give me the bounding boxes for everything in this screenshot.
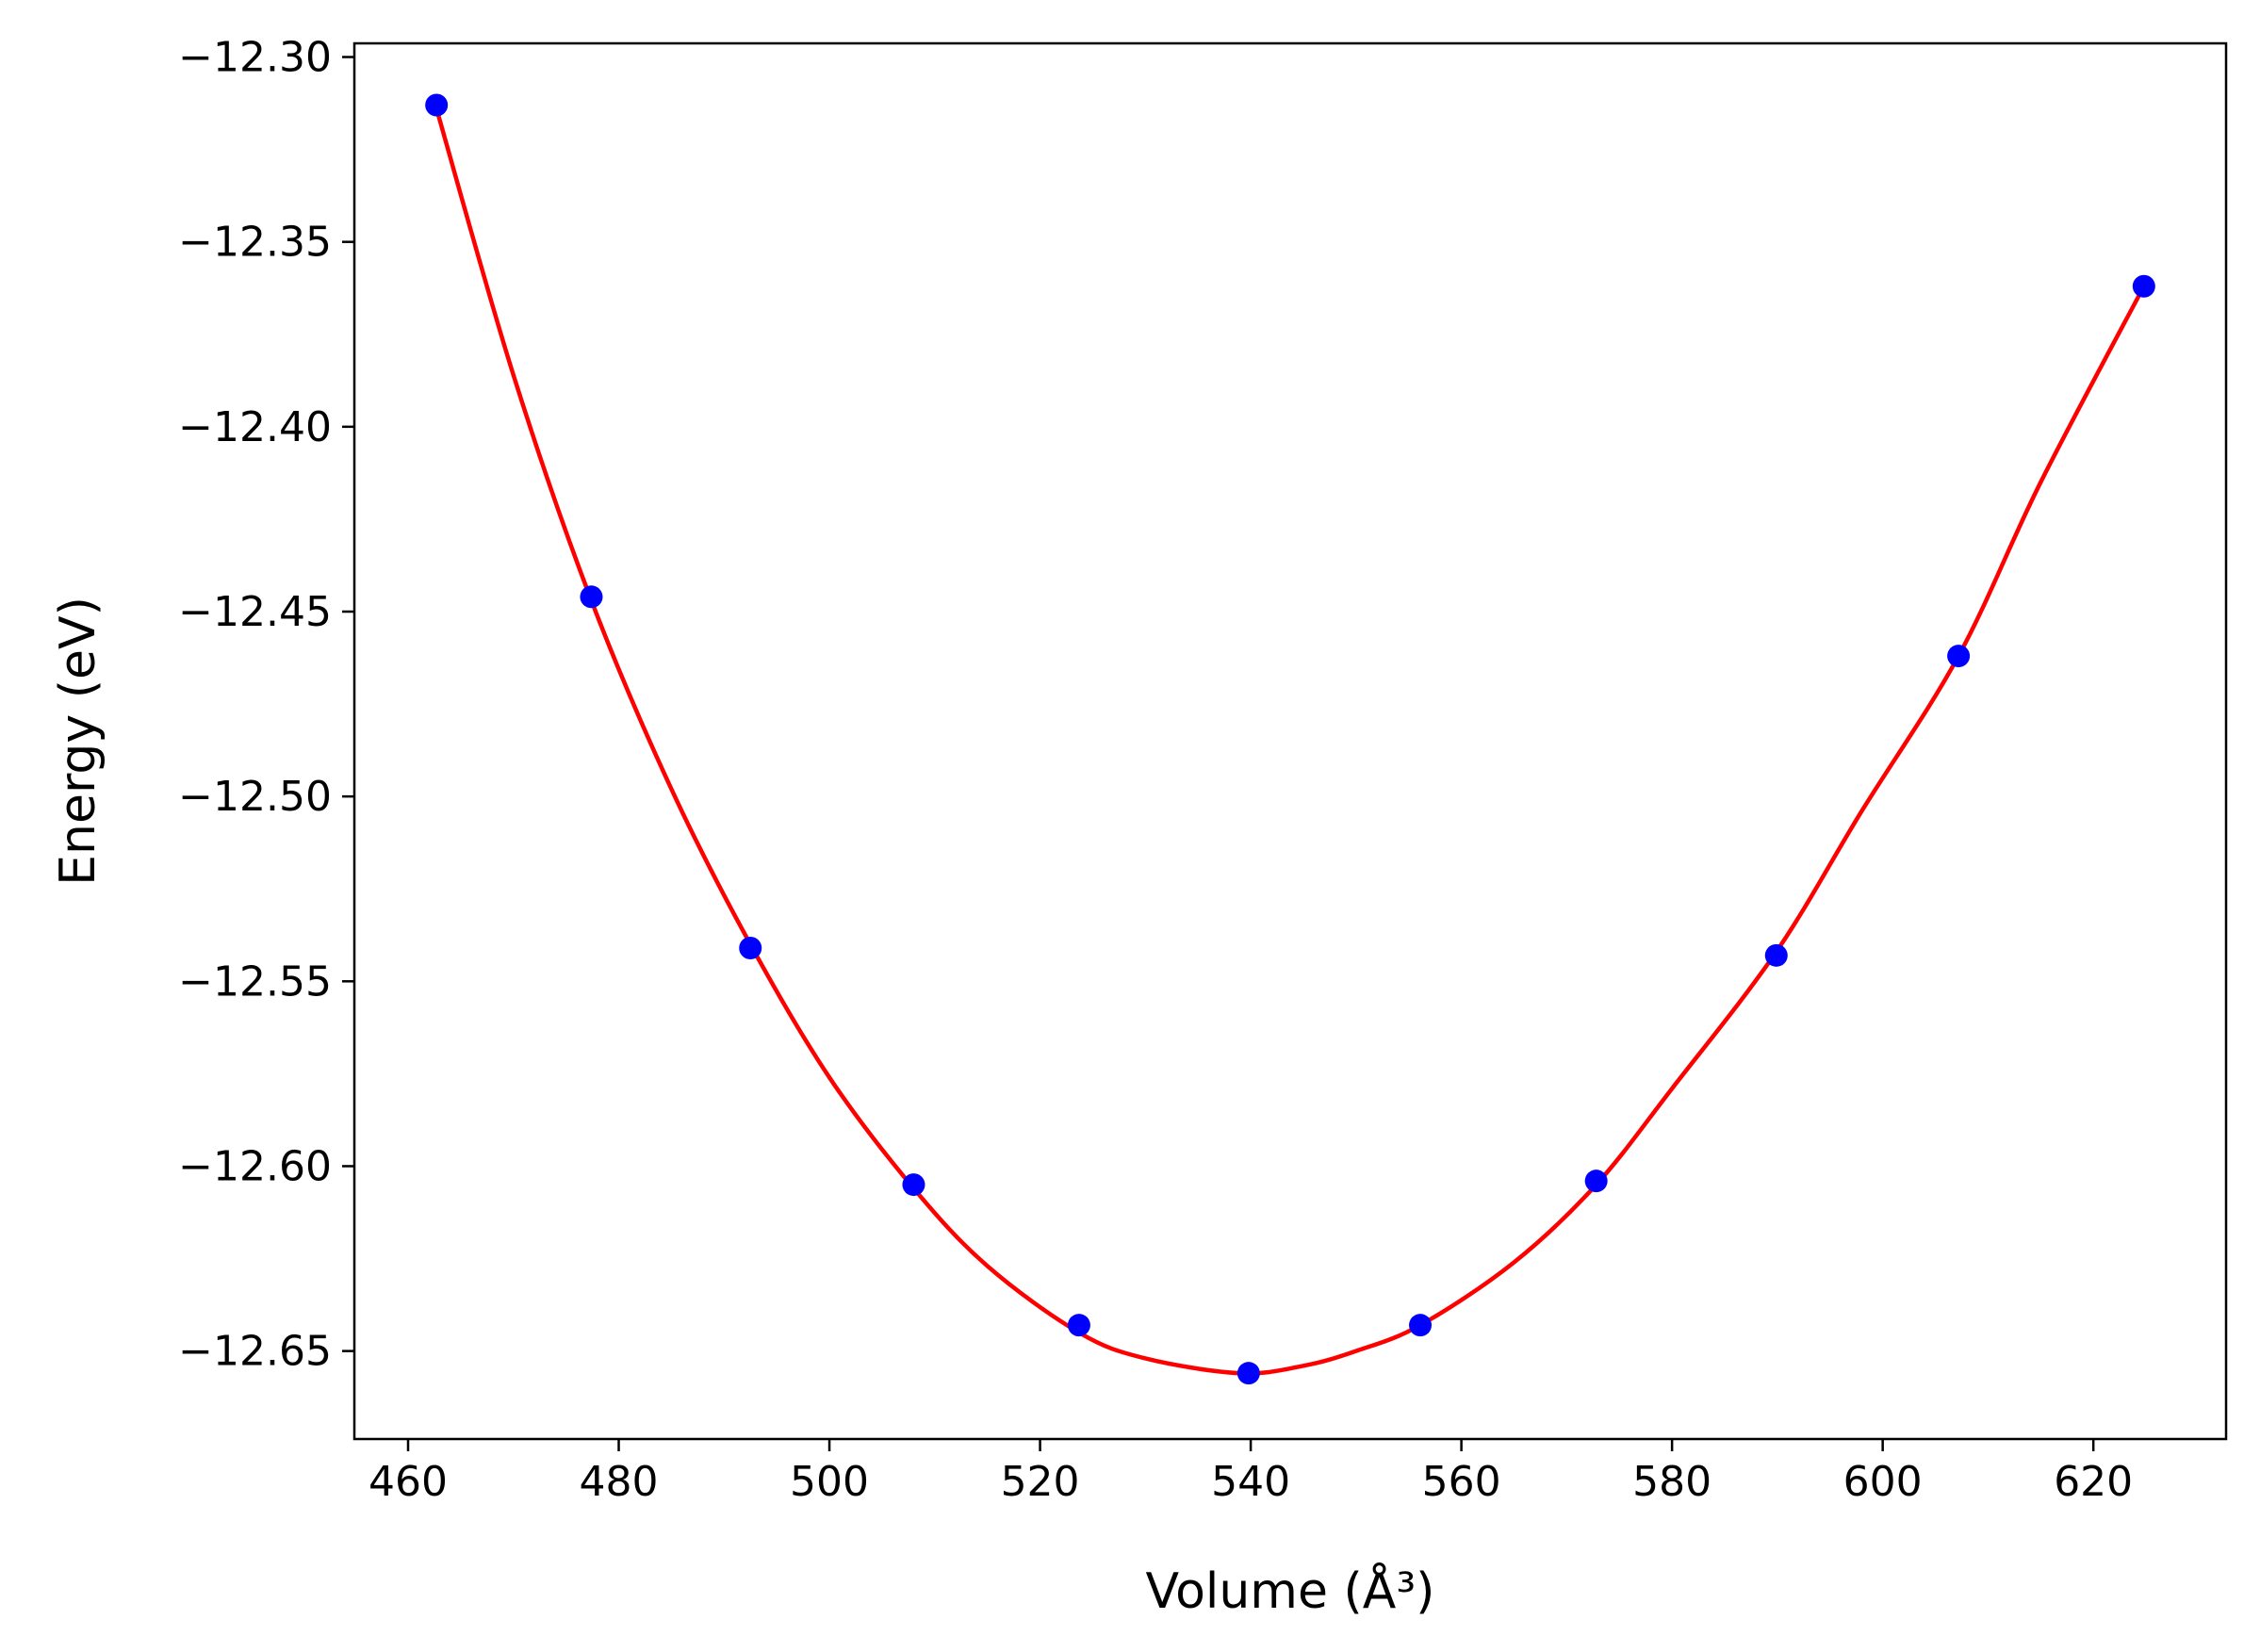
data-point: [1409, 1314, 1433, 1337]
data-point: [1067, 1314, 1090, 1337]
plot-marks: [425, 93, 2155, 1385]
x-tick-label: 460: [368, 1458, 448, 1506]
x-tick-label: 540: [1211, 1458, 1290, 1506]
x-tick-label: 520: [1001, 1458, 1080, 1506]
data-point: [1947, 645, 1971, 668]
data-point: [1764, 943, 1788, 967]
y-axis-ticks: −12.30 −12.35 −12.40 −12.45 −12.50 −12.55 −12.…: [178, 34, 354, 1376]
y-tick-label: −12.40: [178, 403, 332, 451]
data-point: [425, 93, 449, 117]
y-tick-label: −12.45: [178, 588, 332, 636]
x-axis-title: Volume (Å³): [1146, 1562, 1435, 1620]
x-tick-label: 560: [1422, 1458, 1501, 1506]
x-tick-label: 580: [1632, 1458, 1711, 1506]
y-tick-label: −12.35: [178, 219, 332, 267]
y-tick-label: −12.60: [178, 1142, 332, 1190]
y-tick-label: −12.65: [178, 1328, 332, 1376]
x-tick-label: 480: [580, 1458, 659, 1506]
y-tick-label: −12.50: [178, 773, 332, 821]
x-tick-label: 620: [2054, 1458, 2133, 1506]
y-axis-title: Energy (eV): [50, 597, 106, 886]
x-tick-label: 500: [790, 1458, 869, 1506]
data-point: [2132, 274, 2155, 298]
data-point: [739, 937, 762, 960]
y-tick-label: −12.55: [178, 957, 332, 1006]
x-axis-ticks: 460 480 500 520 540 560 580 600 620: [368, 1439, 2133, 1506]
data-point: [1236, 1362, 1260, 1385]
data-point: [580, 585, 603, 609]
data-point: [902, 1173, 925, 1197]
x-tick-label: 600: [1843, 1458, 1923, 1506]
plot-frame: [352, 41, 2228, 1441]
y-tick-label: −12.30: [178, 34, 332, 82]
data-point: [1584, 1169, 1608, 1193]
